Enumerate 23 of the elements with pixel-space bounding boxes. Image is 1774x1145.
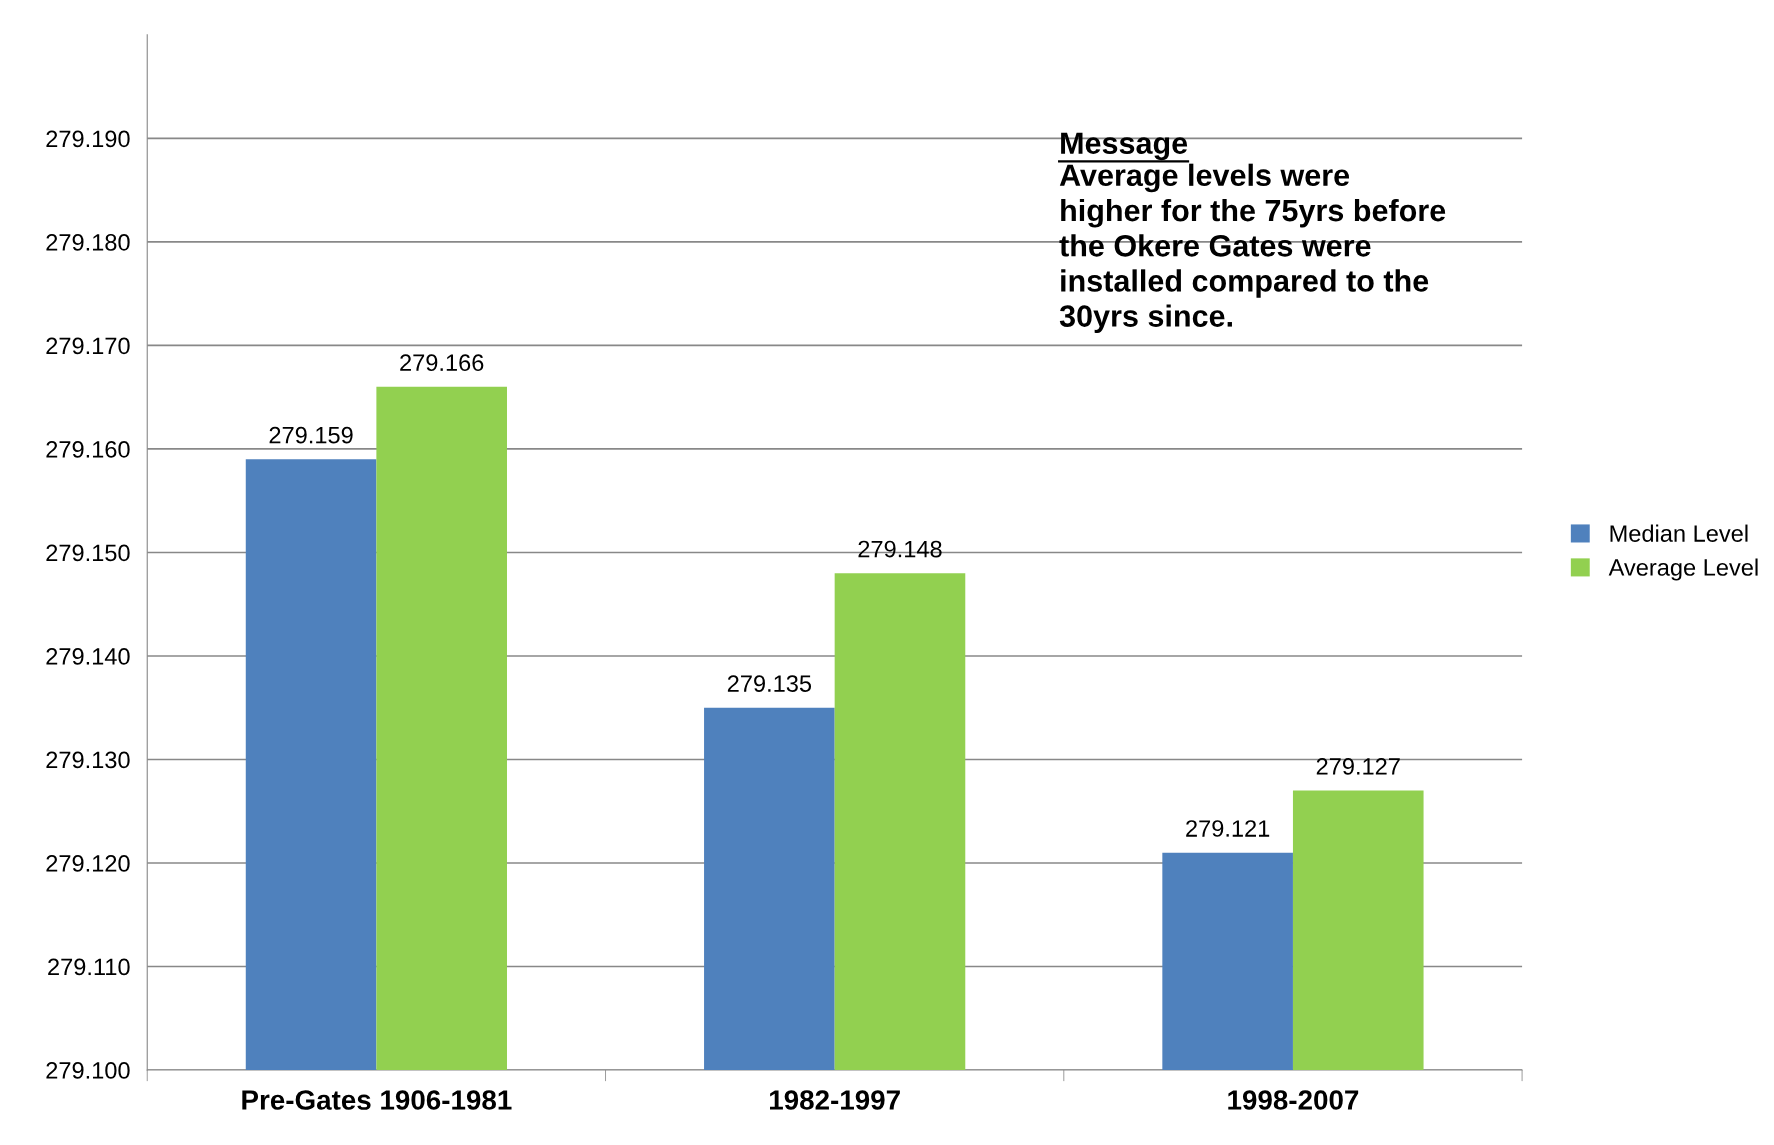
legend-label: Median Level <box>1610 524 1748 542</box>
x-tick-label: Pre-Gates 1906-1981 <box>242 1090 512 1110</box>
y-tick-label: 279.130 <box>46 751 130 769</box>
y-tick-label: 279.120 <box>46 855 130 872</box>
y-tick-label: 279.190 <box>46 130 130 148</box>
y-tick-label: 279.150 <box>46 544 130 562</box>
x-tick-label: 1982-1997 <box>770 1090 900 1110</box>
y-tick-label: 279.160 <box>46 441 130 458</box>
annotation: Message <box>1061 132 1188 161</box>
y-tick-label: 279.110 <box>48 958 130 976</box>
y-tick-label: 279.140 <box>46 648 130 665</box>
y-tick-label: 279.170 <box>46 337 130 355</box>
y-tick-label: 279.100 <box>46 1062 130 1079</box>
data-label: 279.166 <box>400 354 484 372</box>
x-tick-label: 1998-2007 <box>1228 1090 1359 1110</box>
annotation: Average levels were higher for the 75yrs before the Okere Gates were installed compared to the 30yrs since. <box>1059 163 1446 333</box>
data-label: 279.121 <box>1186 820 1270 837</box>
data-label: 279.127 <box>1316 758 1400 775</box>
data-label: 279.148 <box>858 540 942 558</box>
legend-label: Average Level <box>1608 558 1758 581</box>
data-label: 279.159 <box>269 426 353 444</box>
y-tick-label: 279.180 <box>46 234 130 251</box>
data-label: 279.135 <box>727 675 812 692</box>
